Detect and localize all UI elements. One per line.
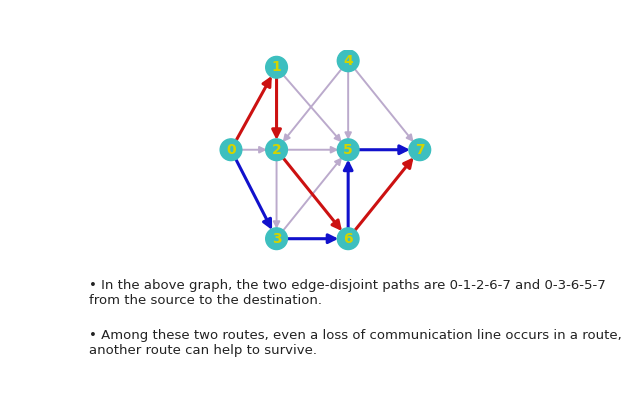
FancyArrowPatch shape [284, 68, 342, 141]
FancyArrowPatch shape [344, 163, 352, 229]
FancyArrowPatch shape [241, 147, 264, 153]
Text: 6: 6 [343, 232, 353, 246]
FancyArrowPatch shape [358, 146, 406, 154]
FancyArrowPatch shape [286, 147, 336, 153]
Circle shape [266, 57, 287, 78]
FancyArrowPatch shape [354, 68, 412, 141]
Text: 5: 5 [343, 143, 353, 157]
FancyArrowPatch shape [283, 157, 340, 228]
Circle shape [338, 50, 359, 72]
Text: • In the above graph, the two edge-disjoint paths are 0-1-2-6-7 and 0-3-6-5-7 fr: • In the above graph, the two edge-disjo… [89, 279, 606, 307]
Circle shape [338, 228, 359, 250]
Circle shape [220, 139, 242, 161]
Text: 7: 7 [415, 143, 425, 157]
FancyArrowPatch shape [236, 158, 271, 227]
FancyArrowPatch shape [274, 159, 280, 227]
Text: 0: 0 [226, 143, 236, 157]
Text: • Among these two routes, even a loss of communication line occurs in a route, a: • Among these two routes, even a loss of… [89, 329, 622, 357]
FancyArrowPatch shape [345, 71, 351, 138]
FancyArrowPatch shape [354, 160, 412, 231]
FancyArrowPatch shape [286, 235, 335, 243]
Circle shape [266, 228, 287, 250]
FancyArrowPatch shape [283, 159, 341, 231]
Text: 1: 1 [271, 60, 282, 74]
FancyArrowPatch shape [273, 77, 280, 136]
Text: 3: 3 [272, 232, 282, 246]
Text: 4: 4 [343, 54, 353, 68]
Circle shape [338, 139, 359, 161]
FancyArrowPatch shape [283, 74, 340, 141]
Circle shape [409, 139, 431, 161]
Circle shape [266, 139, 287, 161]
FancyArrowPatch shape [236, 79, 270, 141]
Text: 2: 2 [271, 143, 282, 157]
